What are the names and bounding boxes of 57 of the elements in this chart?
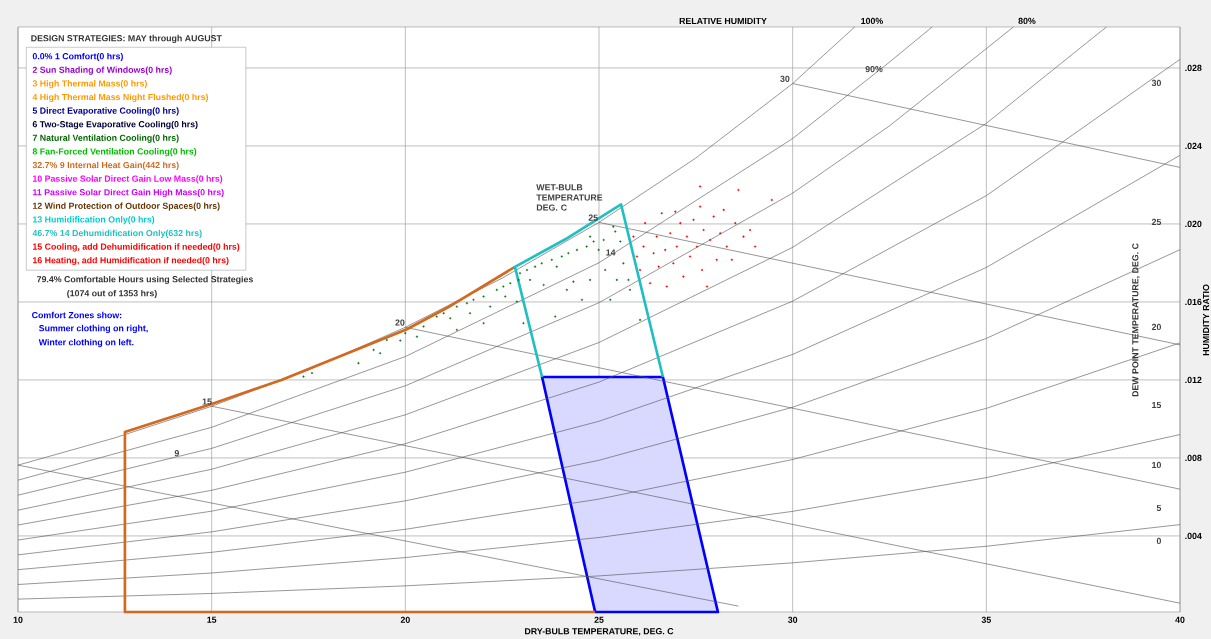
- x-tick-label: 20: [400, 616, 410, 623]
- legend-label: 3 High Thermal Mass(0 hrs): [32, 80, 147, 89]
- y-tick-label: .028: [1185, 64, 1202, 72]
- legend-label: 7 Natural Ventilation Cooling(0 hrs): [32, 134, 179, 143]
- annotation: (1074 out of 1353 hrs): [67, 289, 157, 299]
- annotation: 25: [588, 214, 598, 221]
- x-tick-label: 30: [787, 616, 798, 623]
- x-tick-label: 10: [13, 616, 23, 623]
- annotation: 25: [1151, 218, 1162, 226]
- x-axis-title: DRY-BULB TEMPERATURE, DEG. C: [525, 628, 674, 636]
- legend-label: 15 Cooling, add Dehumidification if needed(0 hrs): [32, 243, 240, 252]
- legend-label: 13 Humidification Only(0 hrs): [32, 216, 155, 225]
- text: 80%: [1018, 17, 1036, 25]
- annotation: 10: [1152, 461, 1161, 469]
- annotation: 30: [1151, 79, 1161, 87]
- x-tick-label: 40: [1175, 616, 1185, 623]
- y-tick-label: .012: [1185, 376, 1202, 384]
- y-tick-label: .008: [1185, 454, 1202, 462]
- legend-label: 5 Direct Evaporative Cooling(0 hrs): [32, 107, 179, 116]
- legend-label: 4 High Thermal Mass Night Flushed(0 hrs): [32, 93, 208, 102]
- text: RELATIVE HUMIDITY: [679, 17, 767, 25]
- annotation: 90%: [865, 65, 883, 73]
- x-tick-label: 15: [207, 616, 217, 623]
- annotation: Winter clothing on left.: [38, 338, 134, 348]
- legend-label: 8 Fan-Forced Ventilation Cooling(0 hrs): [32, 148, 197, 157]
- annotation: 9: [174, 450, 179, 457]
- text: 100%: [861, 17, 883, 25]
- x-tick-label: 25: [594, 616, 604, 623]
- annotation: DEW POINT TEMPERATURE, DEG. C: [1132, 243, 1140, 397]
- legend-label: 12 Wind Protection of Outdoor Spaces(0 hrs): [32, 202, 220, 211]
- legend-title: DESIGN STRATEGIES: MAY through AUGUST: [31, 34, 222, 44]
- annotation: 14: [606, 249, 616, 256]
- annotation: 5: [1156, 504, 1162, 512]
- legend-label: 10 Passive Solar Direct Gain Low Mass(0 hrs): [32, 175, 223, 184]
- legend-label: 6 Two-Stage Evaporative Cooling(0 hrs): [32, 120, 198, 130]
- annotation: Summer clothing on right,: [39, 324, 148, 334]
- y-tick-label: .024: [1185, 142, 1202, 150]
- annotation: Comfort Zones show:: [32, 311, 122, 319]
- text: 0.0% 1 Comfort(0 hrs): [32, 52, 123, 62]
- annotation: WET-BULB TEMPERATURE DEG. C: [536, 184, 603, 211]
- legend-label: 2 Sun Shading of Windows(0 hrs): [32, 66, 172, 75]
- x-tick-label: 35: [981, 616, 991, 623]
- legend-label: 11 Passive Solar Direct Gain High Mass(0 hrs): [32, 188, 224, 198]
- y-tick-label: .004: [1185, 532, 1202, 540]
- y-tick-label: .016: [1185, 298, 1202, 306]
- annotation: 20: [1151, 323, 1161, 331]
- text: 46.7% 14 Dehumidification Only(632 hrs): [32, 229, 202, 238]
- annotation: 0: [1156, 537, 1161, 545]
- annotation: 79.4% Comfortable Hours using Selected Strategies: [37, 275, 253, 285]
- annotation: 30: [780, 75, 790, 82]
- legend-label: 16 Heating, add Humidification if needed(0 hrs): [32, 256, 229, 266]
- y-axis-title: HUMIDITY RATIO: [1202, 284, 1210, 356]
- y-tick-label: .020: [1185, 220, 1202, 228]
- text: 32.7% 9 Internal Heat Gain(442 hrs): [32, 161, 179, 170]
- annotation: 15: [202, 398, 212, 405]
- annotation: 15: [1152, 401, 1162, 409]
- annotation: 20: [395, 319, 405, 326]
